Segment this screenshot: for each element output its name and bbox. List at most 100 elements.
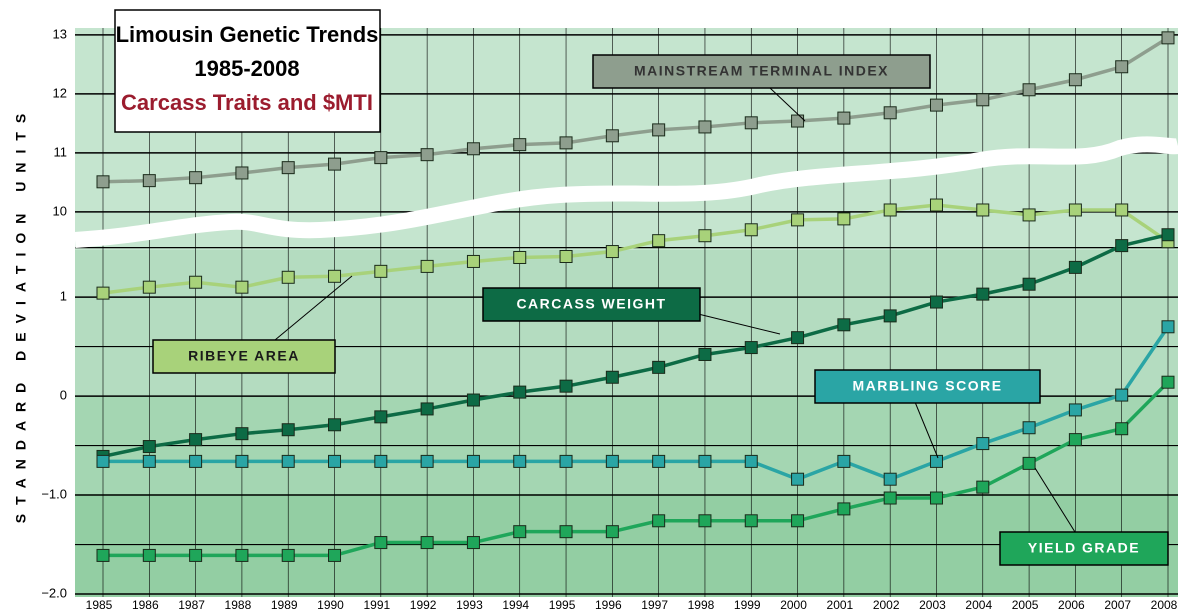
x-tick-label: 1992 [410,598,437,612]
marker [513,138,527,152]
marker [605,370,619,384]
y2-tick-label: 12 [53,85,67,100]
marks [96,31,1175,562]
marker [744,514,758,528]
marker [791,514,805,528]
marker [420,402,434,416]
x-tick-label: 2004 [965,598,992,612]
marker [513,385,527,399]
marker [698,120,712,134]
x-tick-label: 2005 [1012,598,1039,612]
chart-title: 1985-2008 [194,56,299,81]
marker [281,161,295,175]
y-tick-label: −2.0 [41,585,67,600]
label-box [814,369,1041,404]
marker [374,454,388,468]
marker [466,454,480,468]
marker [837,502,851,516]
marker [791,213,805,227]
y-axis-label: STANDARD DEVIATION UNITS [13,105,29,523]
marker [281,454,295,468]
marker [929,198,943,212]
marker [281,270,295,284]
marker [605,525,619,539]
series-line [102,233,1169,459]
marker [513,454,527,468]
leader-line [274,275,353,341]
marker [1115,239,1129,253]
x-tick-label: 1993 [456,598,483,612]
marker [513,250,527,264]
marker [837,318,851,332]
marker [235,427,249,441]
marker [883,106,897,120]
marker [976,93,990,107]
marker [1068,203,1082,217]
x-tick-label: 1999 [734,598,761,612]
chart-subtitle: Carcass Traits and $MTI [121,90,373,115]
marker [605,454,619,468]
marker [1115,388,1129,402]
marker [189,433,203,447]
x-tick-label: 2006 [1058,598,1085,612]
x-tick-label: 1998 [688,598,715,612]
marker [1068,403,1082,417]
label-box [999,531,1169,566]
y2-tick-label: 10 [53,203,67,218]
marker [374,264,388,278]
marker [235,280,249,294]
marker [791,331,805,345]
marker [281,423,295,437]
marker [281,548,295,562]
leader-line [689,311,781,335]
series-line [103,380,1170,558]
marker [142,548,156,562]
marker [976,437,990,451]
marker [559,136,573,150]
marker [652,234,666,248]
marker [513,525,527,539]
leader-line [914,401,939,459]
marker [791,472,805,486]
axis-break [74,136,1180,248]
marker [929,295,943,309]
plot-band [75,494,1178,597]
y-tick-label: 0 [60,388,67,403]
marker [328,454,342,468]
marker [1161,228,1175,242]
marker [189,275,203,289]
marker [605,245,619,259]
marker [96,175,110,189]
marker [1115,60,1129,74]
chart-title: Limousin Genetic Trends [116,22,379,47]
marker [976,203,990,217]
marker [929,98,943,112]
marker [883,491,897,505]
x-tick-label: 1988 [225,598,252,612]
x-tick-label: 1997 [641,598,668,612]
marker [605,129,619,143]
series-line [102,36,1169,184]
series-label: CARCASS WEIGHT [516,296,666,312]
marker [1068,433,1082,447]
x-tick-label: 1996 [595,598,622,612]
marker [1115,422,1129,436]
series-label: YIELD GRADE [1028,540,1140,556]
marker [929,491,943,505]
marker [1022,83,1036,97]
marker [652,123,666,137]
marker [96,548,110,562]
label-box [592,54,931,89]
x-tick-label: 2003 [919,598,946,612]
marker [744,223,758,237]
marker [420,259,434,273]
marker [235,166,249,180]
y-tick-label: 1 [60,289,67,304]
x-tick-label: 2001 [827,598,854,612]
x-tick-label: 2007 [1104,598,1131,612]
marker [652,514,666,528]
marker [374,536,388,550]
marker [883,309,897,323]
marker [1022,208,1036,222]
marker [744,454,758,468]
